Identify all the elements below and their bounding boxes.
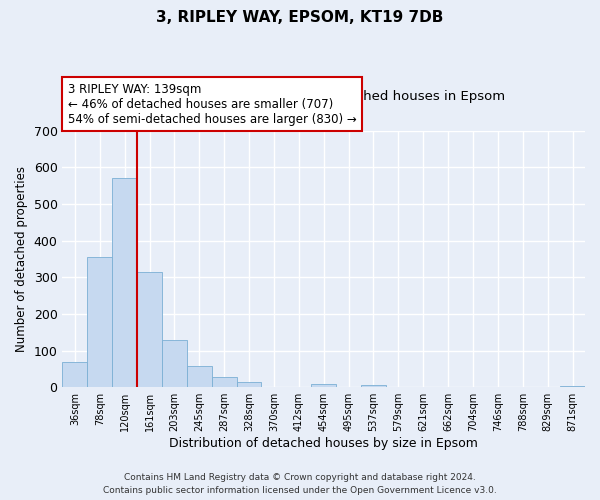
- Bar: [62, 362, 88, 387]
- Bar: [88, 257, 112, 387]
- Bar: [311, 384, 336, 387]
- Text: 3 RIPLEY WAY: 139sqm
← 46% of detached houses are smaller (707)
54% of semi-deta: 3 RIPLEY WAY: 139sqm ← 46% of detached h…: [68, 82, 356, 126]
- Title: Size of property relative to detached houses in Epsom: Size of property relative to detached ho…: [143, 90, 505, 103]
- X-axis label: Distribution of detached houses by size in Epsom: Distribution of detached houses by size …: [169, 437, 478, 450]
- Y-axis label: Number of detached properties: Number of detached properties: [15, 166, 28, 352]
- Bar: [137, 272, 162, 387]
- Bar: [162, 340, 187, 387]
- Bar: [560, 386, 585, 387]
- Text: 3, RIPLEY WAY, EPSOM, KT19 7DB: 3, RIPLEY WAY, EPSOM, KT19 7DB: [157, 10, 443, 25]
- Text: Contains HM Land Registry data © Crown copyright and database right 2024.
Contai: Contains HM Land Registry data © Crown c…: [103, 474, 497, 495]
- Bar: [112, 178, 137, 387]
- Bar: [236, 382, 262, 387]
- Bar: [187, 366, 212, 387]
- Bar: [212, 378, 236, 387]
- Bar: [361, 386, 386, 387]
